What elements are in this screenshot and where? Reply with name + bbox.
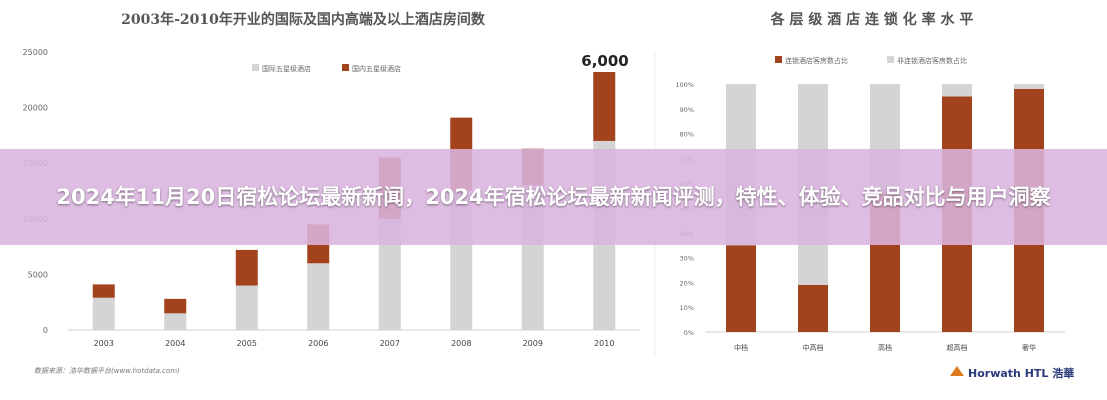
right-y-tick-label: 10% bbox=[680, 304, 694, 312]
right-y-tick-label: 80% bbox=[680, 131, 694, 139]
left-y-tick-label: 0 bbox=[43, 326, 48, 335]
right-y-tick-label: 20% bbox=[680, 279, 694, 287]
legend-swatch bbox=[252, 64, 259, 71]
left-x-tick-label: 2004 bbox=[165, 339, 185, 348]
right-y-tick-label: 90% bbox=[680, 106, 694, 114]
left-legend: 国际五星级酒店 国内五星级酒店 bbox=[252, 64, 401, 73]
right-x-tick-label: 奢华 bbox=[1022, 343, 1036, 352]
left-x-tick-label: 2008 bbox=[451, 339, 471, 348]
left-x-tick-label: 2003 bbox=[94, 339, 114, 348]
bar-domestic bbox=[164, 298, 187, 314]
left-y-tick-label: 5000 bbox=[28, 270, 48, 279]
headline-title: 2024年11月20日宿松论坛最新新闻，2024年宿松论坛最新新闻评测，特性、体… bbox=[56, 184, 1051, 209]
right-x-tick-label: 中档 bbox=[734, 343, 748, 352]
legend-label: 国内五星级酒店 bbox=[352, 64, 401, 73]
bar-international bbox=[378, 218, 401, 330]
right-y-tick-label: 100% bbox=[675, 81, 694, 89]
bar-international bbox=[235, 285, 258, 330]
brand-text: Horwath HTL 浩華 bbox=[968, 366, 1074, 380]
right-legend: 连锁酒店客房数占比 非连锁酒店客房数占比 bbox=[775, 56, 967, 65]
left-chart-title: 2003年-2010年开业的国际及国内高端及以上酒店房间数 bbox=[121, 11, 486, 28]
left-x-tick-label: 2010 bbox=[594, 339, 614, 348]
bar-international bbox=[164, 313, 187, 330]
left-y-tick-label: 25000 bbox=[23, 48, 48, 57]
left-x-tick-label: 2007 bbox=[380, 339, 400, 348]
legend-label: 国际五星级酒店 bbox=[262, 64, 311, 73]
bar-international bbox=[307, 263, 330, 330]
bar-chain bbox=[726, 245, 756, 332]
bar-non-chain bbox=[942, 84, 972, 97]
left-x-tick-label: 2005 bbox=[237, 339, 257, 348]
left-y-tick-label: 20000 bbox=[23, 104, 48, 113]
left-x-tick-label: 2006 bbox=[308, 339, 328, 348]
bar-value-annotation: 6,000 bbox=[581, 52, 628, 70]
brand-logo: Horwath HTL 浩華 bbox=[950, 366, 1074, 380]
legend-label: 非连锁酒店客房数占比 bbox=[897, 56, 967, 65]
left-chart-source: 数据来源：浩华数据平台(www.hotdata.com) bbox=[34, 367, 180, 375]
right-chart-title: 各 层 级 酒 店 连 锁 化 率 水 平 bbox=[770, 11, 974, 28]
left-x-tick-label: 2009 bbox=[523, 339, 543, 348]
right-y-tick-label: 30% bbox=[680, 255, 694, 263]
headline-banner: 2024年11月20日宿松论坛最新新闻，2024年宿松论坛最新新闻评测，特性、体… bbox=[0, 149, 1107, 245]
bar-domestic bbox=[235, 249, 258, 286]
bar-international bbox=[92, 297, 115, 330]
right-x-tick-label: 中高档 bbox=[803, 343, 824, 352]
bar-domestic bbox=[92, 284, 115, 298]
brand-mark-icon bbox=[950, 366, 964, 376]
legend-swatch bbox=[342, 64, 349, 71]
legend-swatch bbox=[775, 56, 782, 63]
left-x-tick-labels: 2003 2004 2005 2006 2007 2008 2009 2010 bbox=[94, 339, 615, 348]
bar-domestic bbox=[593, 72, 616, 141]
legend-label: 连锁酒店客房数占比 bbox=[785, 56, 848, 65]
right-y-tick-label: 0% bbox=[684, 329, 694, 337]
right-x-tick-label: 高档 bbox=[878, 343, 892, 352]
right-x-tick-labels: 中档 中高档 高档 超高档 奢华 bbox=[734, 343, 1036, 352]
bar-chain bbox=[798, 284, 828, 332]
bar-non-chain bbox=[1014, 84, 1044, 89]
legend-swatch bbox=[887, 56, 894, 63]
right-x-tick-label: 超高档 bbox=[947, 343, 968, 352]
